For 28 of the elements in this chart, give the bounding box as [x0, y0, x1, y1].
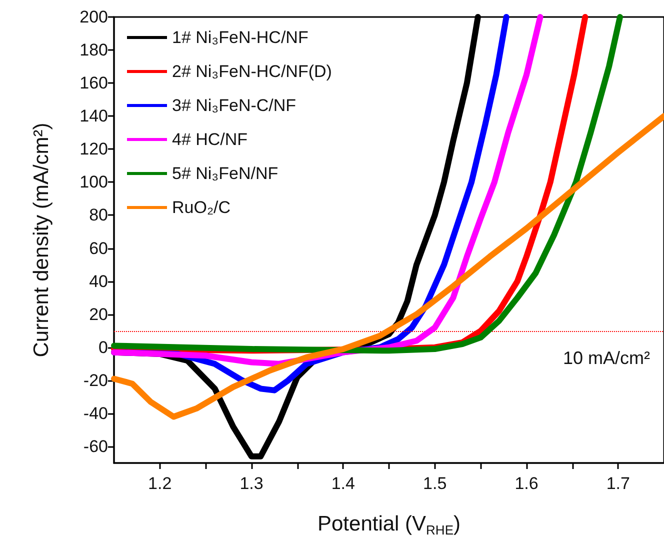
y-tick-label: 20: [89, 304, 108, 324]
y-tick-label: -60: [83, 436, 108, 456]
legend-label: 4# HC/NF: [172, 130, 248, 149]
y-tick-label: 200: [80, 8, 108, 26]
legend-label: 3# Ni₃FeN-C/NF: [172, 96, 296, 115]
x-tick-label: 1.6: [514, 474, 538, 493]
y-axis-title: Current density (mA/cm²): [30, 122, 53, 358]
y-tick-label: 120: [80, 140, 108, 159]
legend-label: 5# Ni₃FeN/NF: [172, 164, 278, 183]
legend-label: 1# Ni₃FeN-HC/NF: [172, 28, 308, 47]
y-tick-label: -40: [83, 404, 108, 423]
y-tick-label: 140: [80, 106, 108, 126]
y-tick-label: 80: [89, 206, 108, 225]
y-tick-label: 180: [80, 40, 108, 60]
legend-label: RuO₂/C: [172, 198, 231, 217]
y-tick-label: 0: [98, 338, 108, 357]
x-tick-label: 1.7: [606, 474, 630, 493]
x-tick-label: 1.2: [148, 474, 172, 493]
x-tick-label: 1.4: [331, 474, 355, 493]
y-tick-label: 60: [89, 238, 108, 258]
ref-line-label: 10 mA/cm²: [562, 348, 650, 368]
x-tick-label: 1.5: [423, 474, 447, 493]
legend-label: 2# Ni₃FeN-HC/NF(D): [172, 62, 332, 81]
y-tick-label: 100: [80, 172, 108, 192]
y-tick-label: -20: [83, 370, 108, 390]
x-tick-label: 1.3: [240, 474, 264, 493]
y-tick-label: 160: [80, 74, 108, 93]
y-tick-label: 40: [89, 272, 108, 291]
